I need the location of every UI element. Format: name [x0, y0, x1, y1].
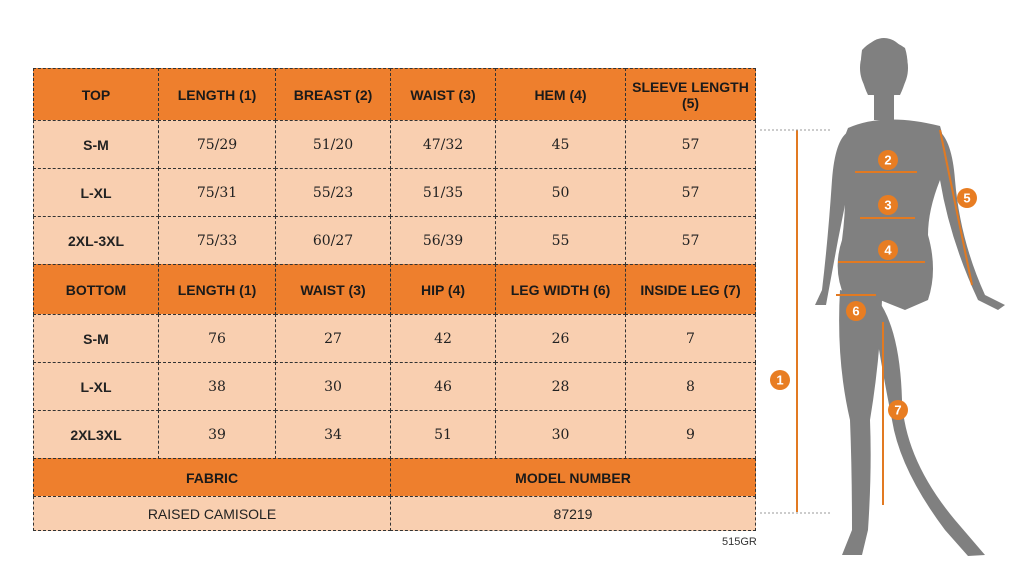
measure-cell: 76 [158, 314, 276, 363]
measure-cell: 47/32 [390, 120, 496, 169]
measure-cell: 34 [275, 410, 391, 459]
marker-circle [878, 150, 898, 170]
marker-label: 7 [894, 403, 901, 418]
size-label: L-XL [33, 362, 159, 411]
measure-cell: 57 [625, 120, 756, 169]
marker-label: 2 [884, 153, 891, 168]
measure-cell: 55/23 [275, 168, 391, 217]
header-cell: HIP (4) [390, 264, 496, 315]
header-cell: BREAST (2) [275, 68, 391, 121]
silhouette [815, 38, 1005, 556]
header-cell: FABRIC [33, 458, 391, 497]
measure-cell: 46 [390, 362, 496, 411]
measure-cell: 30 [275, 362, 391, 411]
marker-circle [878, 195, 898, 215]
marker-circle [878, 240, 898, 260]
fabric-value: RAISED CAMISOLE [33, 496, 391, 531]
guide-lines [760, 129, 832, 514]
marker-circle [888, 400, 908, 420]
size-label: 2XL3XL [33, 410, 159, 459]
measure-cell: 28 [495, 362, 626, 411]
header-cell: LEG WIDTH (6) [495, 264, 626, 315]
measure-cell: 42 [390, 314, 496, 363]
marker-label: 1 [776, 373, 783, 388]
measure-lines [796, 129, 973, 512]
marker-label: 6 [852, 304, 859, 319]
header-cell: LENGTH (1) [158, 264, 276, 315]
measure-cell: 30 [495, 410, 626, 459]
marker-label: 4 [884, 243, 892, 258]
measure-cell: 75/29 [158, 120, 276, 169]
marker-label: 3 [884, 198, 891, 213]
product-code: 515GR [722, 536, 757, 548]
measure-cell: 60/27 [275, 216, 391, 265]
size-label: 2XL-3XL [33, 216, 159, 265]
measure-cell: 8 [625, 362, 756, 411]
size-label: S-M [33, 120, 159, 169]
marker-label: 5 [963, 191, 970, 206]
measure-cell: 26 [495, 314, 626, 363]
header-cell: SLEEVE LENGTH (5) [625, 68, 756, 121]
marker-circle [770, 370, 790, 390]
header-cell: HEM (4) [495, 68, 626, 121]
measure-cell: 57 [625, 168, 756, 217]
marker-circle [957, 188, 977, 208]
header-cell: TOP [33, 68, 159, 121]
size-label: S-M [33, 314, 159, 363]
marker-circle [846, 301, 866, 321]
measure-cell: 50 [495, 168, 626, 217]
size-label: L-XL [33, 168, 159, 217]
header-cell: INSIDE LEG (7) [625, 264, 756, 315]
model-value: 87219 [390, 496, 756, 531]
header-cell: LENGTH (1) [158, 68, 276, 121]
measure-cell: 9 [625, 410, 756, 459]
